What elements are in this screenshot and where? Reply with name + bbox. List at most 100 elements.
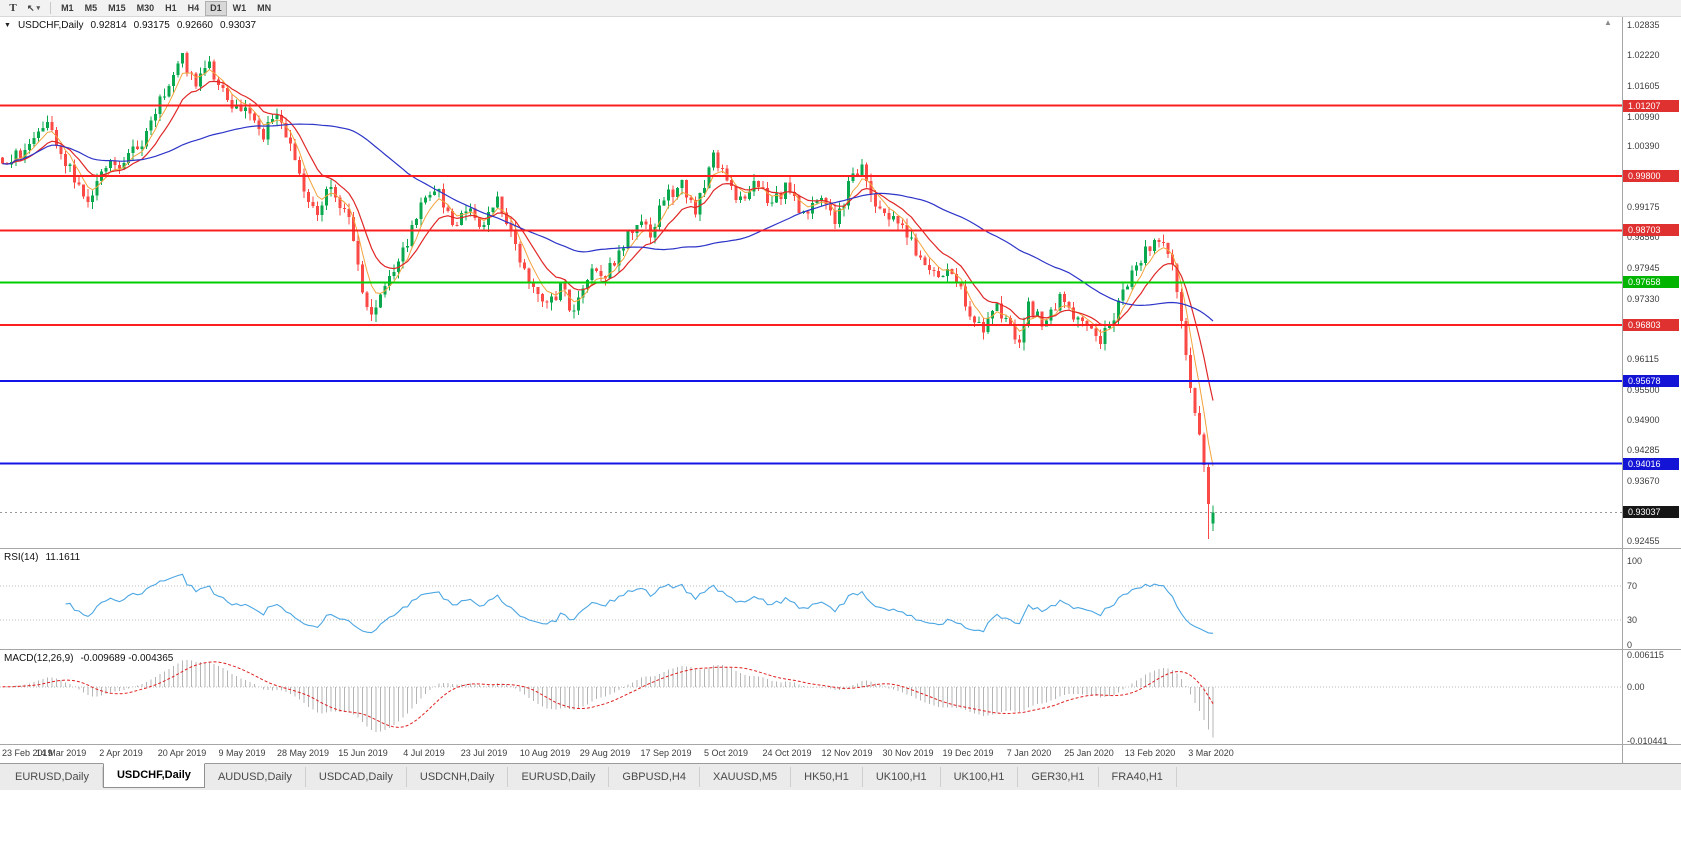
current-price-tag: 0.93037 [1623,506,1679,519]
date-axis-label: 25 Jan 2020 [1064,748,1114,758]
price-axis-border [1622,17,1623,763]
ohlc-open: 0.92814 [90,20,127,31]
timeframe-button-w1[interactable]: W1 [228,1,252,16]
chart-tab-usdcad-daily[interactable]: USDCAD,Daily [306,767,407,787]
timeframe-button-m15[interactable]: M15 [103,1,131,16]
chart-tab-gbpusd-h4[interactable]: GBPUSD,H4 [609,767,700,787]
rsi-axis-label: 30 [1627,614,1638,625]
date-axis-label: 20 Apr 2019 [157,748,207,758]
chart-ohlc-header: ▼ USDCHF,Daily 0.92814 0.93175 0.92660 0… [4,20,256,31]
date-axis-label: 10 Aug 2019 [519,748,571,758]
price-axis-label: 0.93670 [1627,475,1660,486]
rsi-value: 11.1611 [45,552,81,563]
panel-divider[interactable] [0,548,1681,549]
price-axis-label: 1.00990 [1627,111,1660,122]
timeframe-button-m5[interactable]: M5 [80,1,103,16]
symbol-marker-icon: ▼ [4,22,11,29]
cursor-icon: ↖ [27,2,35,13]
date-axis-label: 23 Feb 2019 [2,748,53,758]
price-level-tag[interactable]: 0.98703 [1623,224,1679,237]
chart-area: ▼ USDCHF,Daily 0.92814 0.93175 0.92660 0… [0,17,1681,763]
price-axis-label: 1.00390 [1627,141,1660,152]
price-axis-label: 0.97330 [1627,293,1660,304]
chart-tabs-bar: EURUSD,Daily USDCHF,Daily AUDUSD,Daily USDC… [0,763,1681,790]
rsi-axis-label: 100 [1627,556,1643,566]
price-axis-label: 1.02220 [1627,50,1660,61]
ohlc-low: 0.92660 [176,20,213,31]
chart-tab-uk100-h1[interactable]: UK100,H1 [941,767,1019,787]
rsi-indicator-canvas[interactable] [0,549,1622,649]
macd-axis-label: -0.010441 [1627,736,1668,746]
date-axis-label: 9 May 2019 [218,748,266,758]
timeframe-button-group: M1 M5 M15 M30 H1 H4 D1 W1 MN [56,0,276,16]
date-axis-label: 3 Mar 2020 [1188,748,1234,758]
chart-tab-usdchf-daily[interactable]: USDCHF,Daily [102,763,205,788]
time-axis-divider [0,744,1681,745]
date-axis-label: 30 Nov 2019 [882,748,934,758]
date-axis-label: 5 Oct 2019 [703,748,749,758]
macd-values: -0.009689 -0.004365 [80,653,174,664]
rsi-title: RSI(14) 11.1611 [4,552,80,563]
chart-tab-fra40-h1[interactable]: FRA40,H1 [1099,767,1177,787]
toolbar: T ↖ ▾ M1 M5 M15 M30 H1 H4 D1 W1 MN [0,0,1681,17]
chart-symbol-label: USDCHF,Daily [17,20,84,31]
price-level-tag[interactable]: 0.96803 [1623,318,1679,331]
rsi-axis-label: 0 [1627,640,1633,650]
chevron-down-icon: ▾ [36,5,41,12]
date-axis-label: 23 Jul 2019 [460,748,508,758]
chart-tab-xauusd-m5[interactable]: XAUUSD,M5 [700,767,792,787]
price-axis-label: 0.99175 [1627,201,1660,212]
price-axis-label: 1.02835 [1627,19,1660,30]
date-axis-label: 28 May 2019 [276,748,330,758]
date-axis-label: 4 Jul 2019 [403,748,445,758]
timeframe-button-h4[interactable]: H4 [183,1,205,16]
timeframe-button-d1[interactable]: D1 [205,0,227,16]
price-axis-label: 0.92455 [1627,536,1660,547]
text-tool-button[interactable]: T [4,1,22,16]
chart-tab-usdcnh-daily[interactable]: USDCNH,Daily [407,767,509,787]
chart-tab-ger30-h1[interactable]: GER30,H1 [1018,767,1099,787]
timeframe-button-m30[interactable]: M30 [132,1,160,16]
price-axis-label: 0.97945 [1627,263,1660,274]
ohlc-close: 0.93037 [219,20,257,31]
date-axis-label: 12 Nov 2019 [821,748,873,758]
chart-tab-uk100-h1[interactable]: UK100,H1 [863,767,941,787]
date-axis-label: 15 Jun 2019 [338,748,388,758]
macd-name: MACD(12,26,9) [4,653,74,664]
timeframe-button-m1[interactable]: M1 [56,1,79,16]
date-axis-label: 29 Aug 2019 [579,748,631,758]
toolbar-separator [50,2,52,14]
date-axis-label: 7 Jan 2020 [1006,748,1052,758]
panel-divider[interactable] [0,649,1681,650]
macd-axis-label: 0.006115 [1627,650,1664,660]
chart-tab-audusd-daily[interactable]: AUDUSD,Daily [205,767,306,787]
date-axis-label: 14 Mar 2019 [35,748,87,758]
price-axis-label: 0.95500 [1627,384,1660,395]
macd-title: MACD(12,26,9) -0.009689 -0.004365 [4,653,173,664]
cursor-tool-button[interactable]: ↖ ▾ [22,1,45,16]
price-axis-label: 0.94900 [1627,414,1660,425]
price-axis-label: 0.96115 [1627,354,1659,365]
price-level-tag[interactable]: 1.01207 [1623,99,1679,112]
date-axis-label: 17 Sep 2019 [640,748,692,758]
date-axis-label: 19 Dec 2019 [942,748,994,758]
price-chart-canvas[interactable] [0,17,1622,548]
price-level-tag[interactable]: 0.95678 [1623,374,1679,387]
ohlc-high: 0.93175 [133,20,170,31]
chart-tab-eurusd-daily[interactable]: EURUSD,Daily [508,767,610,787]
rsi-axis-label: 70 [1627,581,1638,592]
date-axis-label: 13 Feb 2020 [1124,748,1176,758]
chart-tab-eurusd-daily[interactable]: EURUSD,Daily [2,767,103,787]
price-axis-label: 1.01605 [1627,80,1660,91]
macd-indicator-canvas[interactable] [0,650,1622,744]
chart-tab-hk50-h1[interactable]: HK50,H1 [791,767,863,787]
timeframe-button-mn[interactable]: MN [252,1,276,16]
price-level-tag[interactable]: 0.94016 [1623,457,1679,470]
date-axis-label: 24 Oct 2019 [762,748,812,758]
scroll-up-icon[interactable]: ▲ [1604,18,1612,27]
price-level-tag[interactable]: 0.97658 [1623,276,1679,289]
macd-axis-label: 0.00 [1627,681,1645,692]
timeframe-button-h1[interactable]: H1 [160,1,182,16]
price-level-tag[interactable]: 0.99800 [1623,169,1679,182]
